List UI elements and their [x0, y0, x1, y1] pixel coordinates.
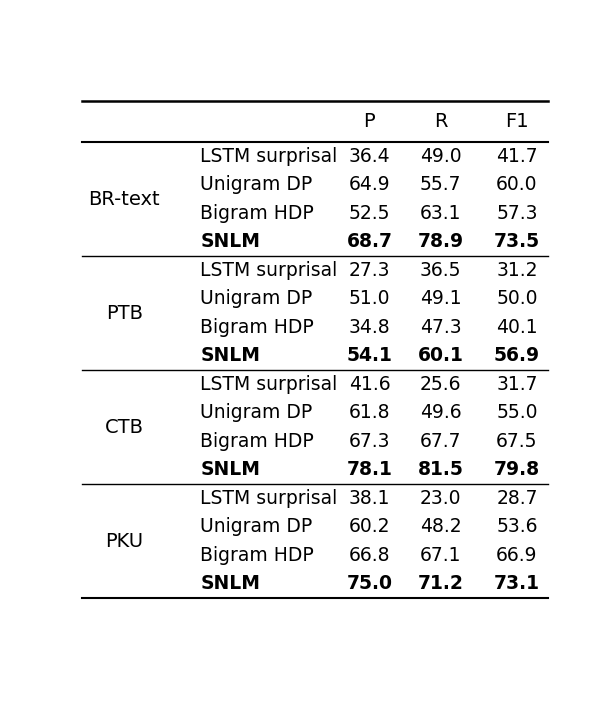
Text: Bigram HDP: Bigram HDP	[200, 546, 314, 565]
Text: SNLM: SNLM	[200, 575, 260, 593]
Text: 67.5: 67.5	[496, 432, 538, 451]
Text: PTB: PTB	[106, 304, 143, 323]
Text: 67.1: 67.1	[420, 546, 462, 565]
Text: 60.2: 60.2	[349, 518, 390, 536]
Text: 31.7: 31.7	[496, 375, 538, 394]
Text: SNLM: SNLM	[200, 347, 260, 365]
Text: 56.9: 56.9	[494, 347, 540, 365]
Text: Bigram HDP: Bigram HDP	[200, 318, 314, 337]
Text: 25.6: 25.6	[420, 375, 462, 394]
Text: 51.0: 51.0	[349, 290, 390, 308]
Text: 50.0: 50.0	[496, 290, 538, 308]
Text: 41.6: 41.6	[349, 375, 391, 394]
Text: 71.2: 71.2	[418, 575, 464, 593]
Text: Unigram DP: Unigram DP	[200, 290, 313, 308]
Text: SNLM: SNLM	[200, 232, 260, 251]
Text: 55.0: 55.0	[496, 404, 538, 422]
Text: SNLM: SNLM	[200, 461, 260, 479]
Text: 55.7: 55.7	[420, 175, 462, 194]
Text: 47.3: 47.3	[420, 318, 462, 337]
Text: 67.3: 67.3	[349, 432, 390, 451]
Text: 79.8: 79.8	[494, 461, 540, 479]
Text: 48.2: 48.2	[420, 518, 462, 536]
Text: 27.3: 27.3	[349, 261, 390, 280]
Text: CTB: CTB	[105, 417, 144, 437]
Text: 66.8: 66.8	[349, 546, 390, 565]
Text: 81.5: 81.5	[418, 461, 464, 479]
Text: 61.8: 61.8	[349, 404, 390, 422]
Text: 78.9: 78.9	[418, 232, 464, 251]
Text: BR-text: BR-text	[88, 190, 160, 209]
Text: LSTM surprisal: LSTM surprisal	[200, 147, 338, 166]
Text: 41.7: 41.7	[496, 147, 538, 166]
Text: 78.1: 78.1	[346, 461, 392, 479]
Text: 67.7: 67.7	[420, 432, 462, 451]
Text: 38.1: 38.1	[349, 489, 390, 508]
Text: 60.1: 60.1	[418, 347, 464, 365]
Text: 68.7: 68.7	[346, 232, 392, 251]
Text: P: P	[363, 112, 375, 131]
Text: 40.1: 40.1	[496, 318, 538, 337]
Text: 73.1: 73.1	[494, 575, 540, 593]
Text: 36.5: 36.5	[420, 261, 462, 280]
Text: Bigram HDP: Bigram HDP	[200, 204, 314, 223]
Text: 64.9: 64.9	[349, 175, 391, 194]
Text: 36.4: 36.4	[349, 147, 391, 166]
Text: Unigram DP: Unigram DP	[200, 404, 313, 422]
Text: Unigram DP: Unigram DP	[200, 175, 313, 194]
Text: 49.0: 49.0	[420, 147, 462, 166]
Text: 52.5: 52.5	[349, 204, 390, 223]
Text: Unigram DP: Unigram DP	[200, 518, 313, 536]
Text: 63.1: 63.1	[420, 204, 462, 223]
Text: 53.6: 53.6	[496, 518, 538, 536]
Text: 28.7: 28.7	[496, 489, 538, 508]
Text: 34.8: 34.8	[349, 318, 391, 337]
Text: LSTM surprisal: LSTM surprisal	[200, 261, 338, 280]
Text: 75.0: 75.0	[346, 575, 392, 593]
Text: LSTM surprisal: LSTM surprisal	[200, 489, 338, 508]
Text: 66.9: 66.9	[496, 546, 538, 565]
Text: PKU: PKU	[105, 531, 144, 551]
Text: 31.2: 31.2	[496, 261, 538, 280]
Text: R: R	[434, 112, 448, 131]
Text: 23.0: 23.0	[420, 489, 462, 508]
Text: 57.3: 57.3	[496, 204, 538, 223]
Text: 73.5: 73.5	[494, 232, 540, 251]
Text: 49.1: 49.1	[420, 290, 462, 308]
Text: 54.1: 54.1	[346, 347, 392, 365]
Text: 60.0: 60.0	[496, 175, 538, 194]
Text: 49.6: 49.6	[420, 404, 462, 422]
Text: Bigram HDP: Bigram HDP	[200, 432, 314, 451]
Text: LSTM surprisal: LSTM surprisal	[200, 375, 338, 394]
Text: F1: F1	[505, 112, 529, 131]
